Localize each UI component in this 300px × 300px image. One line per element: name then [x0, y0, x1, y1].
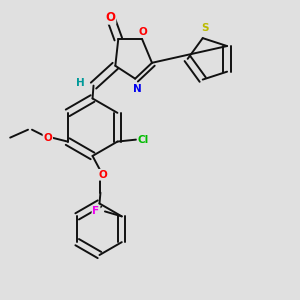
Text: Cl: Cl: [138, 135, 149, 145]
Text: O: O: [98, 170, 107, 180]
Text: O: O: [44, 133, 52, 142]
Text: N: N: [133, 84, 142, 94]
Text: O: O: [105, 11, 116, 24]
Text: O: O: [138, 27, 147, 37]
Text: S: S: [201, 23, 208, 33]
Text: H: H: [76, 78, 85, 88]
Text: F: F: [92, 206, 100, 216]
